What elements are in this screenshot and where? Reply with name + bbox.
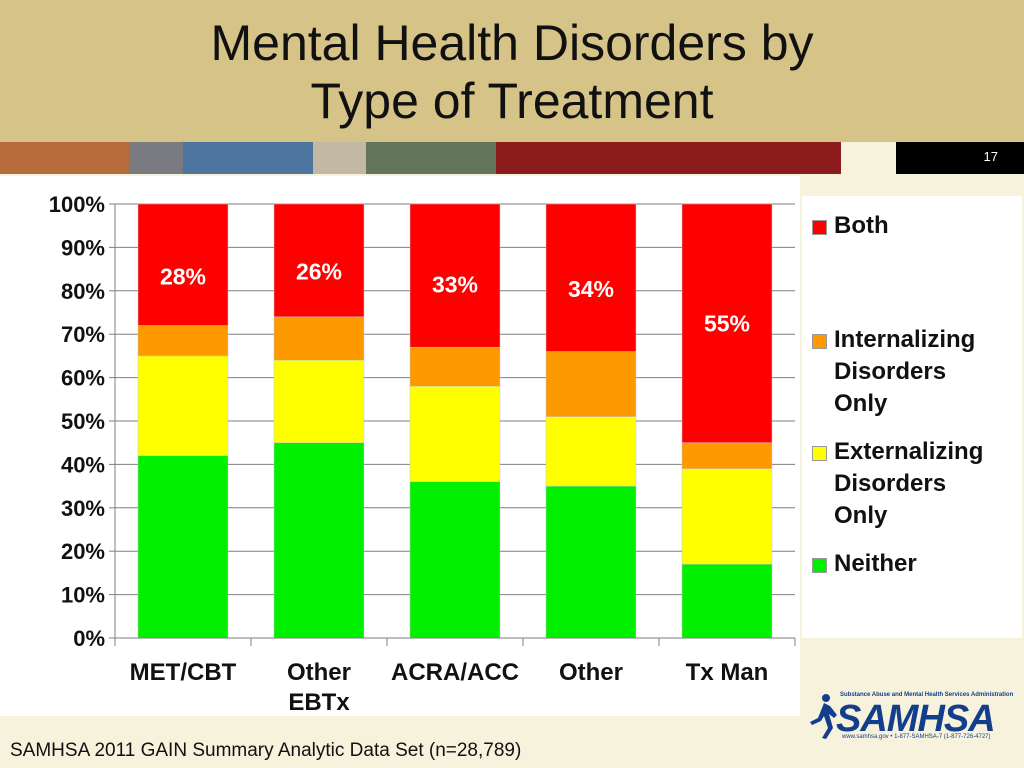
bar-segment xyxy=(545,203,637,352)
legend-label: Both xyxy=(834,210,1024,242)
data-label: 33% xyxy=(432,271,478,297)
bar-segment xyxy=(273,203,365,318)
legend-label-line: Externalizing xyxy=(834,438,984,465)
legend-label-line: Both xyxy=(834,212,889,239)
y-tick-label: 90% xyxy=(61,235,105,260)
x-category-label: EBTx xyxy=(288,689,350,716)
legend-label-line: Neither xyxy=(834,550,917,577)
stacked-bar-chart: 28% 26% 33% 34% 55% 0% 10% 20% 30% 40% 50% 60% 70% 8… xyxy=(0,176,800,716)
slide-title: Mental Health Disorders by Type of Treat… xyxy=(0,14,1024,130)
data-label: 28% xyxy=(160,264,206,290)
stripe-segment xyxy=(366,142,496,174)
bar-segment xyxy=(681,203,773,443)
data-label: 34% xyxy=(568,276,614,302)
stripe-segment xyxy=(0,142,130,174)
legend-label: Externalizing Disorders Only xyxy=(834,436,1024,532)
plot-background xyxy=(0,176,800,716)
y-tick-label: 20% xyxy=(61,539,105,564)
bar-segment xyxy=(273,442,365,639)
bars xyxy=(137,203,773,639)
stripe-segment xyxy=(183,142,313,174)
legend-label-line: Disorders xyxy=(834,358,947,385)
samhsa-logo: Substance Abuse and Mental Health Servic… xyxy=(808,686,1013,744)
logo-tagline: Substance Abuse and Mental Health Servic… xyxy=(840,692,1014,698)
y-tick-label: 10% xyxy=(61,583,105,608)
bar-segment xyxy=(681,468,773,565)
x-category-label: Other xyxy=(287,659,351,686)
x-category-label: Tx Man xyxy=(686,659,769,686)
title-band xyxy=(0,0,1024,142)
y-tick-label: 100% xyxy=(49,192,105,217)
bar-segment xyxy=(137,355,229,456)
bar-segment xyxy=(409,346,501,387)
bar-segment xyxy=(409,203,501,348)
legend-label-line: Internalizing xyxy=(834,326,976,353)
y-tick-label: 50% xyxy=(61,409,105,434)
stripe-segment xyxy=(841,142,896,174)
y-tick-label: 80% xyxy=(61,279,105,304)
bar-segment xyxy=(137,455,229,639)
stripe-segment xyxy=(313,142,366,174)
data-label: 26% xyxy=(296,258,342,284)
bar-segment xyxy=(681,442,773,469)
legend-swatch xyxy=(812,334,827,349)
logo-wordmark: SAMHSA xyxy=(836,698,996,740)
stripe-segment xyxy=(496,142,841,174)
data-label: 55% xyxy=(704,310,750,336)
y-tick-label: 70% xyxy=(61,322,105,347)
bar-segment xyxy=(545,485,637,639)
slide-number: 17 xyxy=(983,149,998,164)
stripe-segment xyxy=(130,142,183,174)
legend-label: Neither xyxy=(834,548,1024,580)
bar-segment xyxy=(273,316,365,361)
x-category-label: ACRA/ACC xyxy=(391,659,519,686)
bar-segment xyxy=(545,416,637,487)
bar-segment xyxy=(545,351,637,417)
y-tick-label: 60% xyxy=(61,366,105,391)
legend-label-line: Only xyxy=(834,390,888,417)
bar-segment xyxy=(409,481,501,639)
y-tick-label: 40% xyxy=(61,452,105,477)
running-figure-icon xyxy=(810,694,837,739)
bar-segment xyxy=(681,563,773,639)
y-tick-label: 30% xyxy=(61,496,105,521)
legend-swatch xyxy=(812,446,827,461)
legend-label-line: Only xyxy=(834,502,888,529)
legend-swatch xyxy=(812,220,827,235)
x-category-label: Other xyxy=(559,659,623,686)
bar-segment xyxy=(273,359,365,443)
legend-label-line: Disorders xyxy=(834,470,947,497)
data-labels: 28% 26% 33% 34% 55% xyxy=(160,258,750,336)
title-line-1: Mental Health Disorders by xyxy=(210,15,814,71)
slide-number-box: 17 xyxy=(896,142,1024,174)
logo-url: www.samhsa.gov • 1-877-SAMHSA-7 (1-877-7… xyxy=(842,734,991,740)
axes: 0% 10% 20% 30% 40% 50% 60% 70% 80% 90% 100% MET/CBT… xyxy=(49,192,796,716)
source-note: SAMHSA 2011 GAIN Summary Analytic Data S… xyxy=(10,740,522,761)
bar-segment xyxy=(137,203,229,326)
y-tick-label: 0% xyxy=(73,626,105,651)
legend-label: Internalizing Disorders Only xyxy=(834,324,1024,420)
bar-segment xyxy=(137,325,229,357)
x-category-label: MET/CBT xyxy=(130,659,237,686)
title-line-2: Type of Treatment xyxy=(310,73,714,129)
chart-legend: Both Internalizing Disorders Only Externaliz… xyxy=(802,196,1022,638)
bar-segment xyxy=(409,386,501,483)
legend-swatch xyxy=(812,558,827,573)
